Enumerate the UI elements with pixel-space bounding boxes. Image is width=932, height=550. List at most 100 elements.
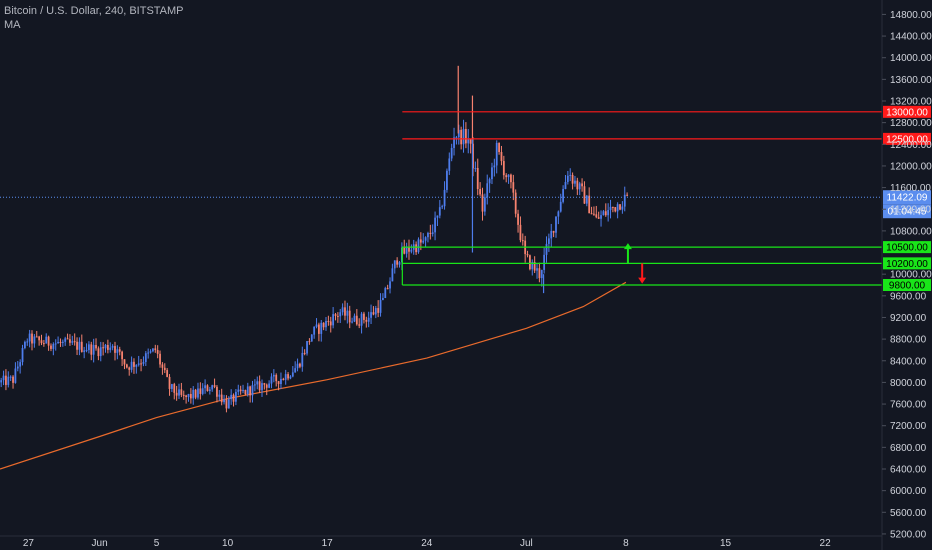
candle-body xyxy=(152,348,154,352)
support-level-value: 10500.00 xyxy=(886,243,928,254)
candle-body xyxy=(585,195,588,204)
candle-body xyxy=(26,341,29,343)
arrow-up-head xyxy=(623,243,632,250)
candle-body xyxy=(505,175,508,178)
candle-body xyxy=(526,254,529,256)
candle-body xyxy=(78,341,81,350)
candle-body xyxy=(436,215,439,218)
candle-body xyxy=(443,189,446,207)
candle-body xyxy=(519,224,522,241)
candle-body xyxy=(512,182,515,193)
candle-body xyxy=(97,348,100,357)
candle-body xyxy=(564,181,567,190)
candle-body xyxy=(256,381,259,385)
candle-body xyxy=(310,334,313,342)
candle-body xyxy=(277,381,280,385)
price-tick-label: 11200.00 xyxy=(890,205,931,216)
candle-body xyxy=(322,322,325,328)
candle-body xyxy=(106,344,109,350)
candle-body xyxy=(272,374,275,377)
candle-layer xyxy=(0,65,629,413)
candle-body xyxy=(415,244,418,253)
candle-body xyxy=(213,385,216,387)
candle-body xyxy=(597,217,600,219)
candle-body xyxy=(483,197,486,212)
candle-body xyxy=(149,351,152,353)
candle-body xyxy=(189,394,192,399)
candle-body xyxy=(130,361,133,370)
candle-body xyxy=(299,363,301,367)
candle-body xyxy=(261,383,263,391)
candle-body xyxy=(21,348,24,363)
candle-body xyxy=(533,261,536,271)
candle-body xyxy=(263,383,266,385)
candle-body xyxy=(562,189,565,202)
candle-body xyxy=(334,314,337,316)
countdown-tag xyxy=(883,204,931,219)
candle-body xyxy=(265,384,268,388)
candle-body xyxy=(251,385,254,396)
candle-body xyxy=(602,211,605,216)
time-tick-label: Jun xyxy=(92,538,108,549)
candle-body xyxy=(66,338,69,340)
candle-body xyxy=(180,389,183,395)
candle-body xyxy=(170,384,173,389)
candle-body xyxy=(95,344,97,349)
time-tick-label: 10 xyxy=(222,538,234,549)
price-tick-label: 12000.00 xyxy=(890,161,932,172)
candle-body xyxy=(510,174,512,183)
candle-body xyxy=(329,321,332,326)
candle-body xyxy=(595,214,598,218)
candle-body xyxy=(491,167,493,180)
candle-body xyxy=(419,239,422,243)
candle-body xyxy=(540,269,543,279)
candle-body xyxy=(99,347,102,357)
candle-body xyxy=(249,386,252,396)
candle-body xyxy=(223,399,225,403)
candle-body xyxy=(607,210,610,216)
candle-body xyxy=(192,389,195,399)
candle-body xyxy=(479,189,482,195)
candle-body xyxy=(379,299,382,313)
candle-body xyxy=(545,243,548,255)
candle-body xyxy=(144,353,147,362)
candle-body xyxy=(372,312,375,315)
candle-body xyxy=(111,346,114,348)
candle-body xyxy=(237,389,240,392)
candle-body xyxy=(327,320,330,322)
candle-body xyxy=(550,230,553,239)
candle-body xyxy=(35,336,38,338)
candle-body xyxy=(83,350,86,352)
candle-body xyxy=(147,352,150,354)
candle-body xyxy=(557,211,560,217)
candle-body xyxy=(59,341,62,343)
candle-body xyxy=(230,394,233,400)
candle-body xyxy=(469,139,472,144)
support-level-value: 9800.00 xyxy=(889,281,926,292)
candle-body xyxy=(588,195,591,214)
support-level-value: 10200.00 xyxy=(886,259,928,270)
candle-body xyxy=(507,174,510,178)
candle-body xyxy=(313,326,316,335)
candle-body xyxy=(104,344,107,349)
price-tick-label: 12800.00 xyxy=(890,118,932,129)
candle-body xyxy=(268,383,271,388)
candle-body xyxy=(474,168,477,170)
price-tick-label: 5600.00 xyxy=(890,508,927,519)
candle-body xyxy=(438,207,441,216)
candle-body xyxy=(488,179,491,184)
candle-body xyxy=(547,238,550,244)
candle-body xyxy=(355,315,358,325)
candle-body xyxy=(317,324,320,334)
candle-body xyxy=(517,213,519,225)
candle-body xyxy=(382,298,384,300)
candle-body xyxy=(168,376,171,389)
candle-body xyxy=(450,147,453,159)
candle-body xyxy=(626,194,629,196)
candle-body xyxy=(363,313,365,320)
candle-body xyxy=(424,237,427,241)
candle-body xyxy=(481,194,484,212)
candle-body xyxy=(431,232,434,234)
candle-body xyxy=(16,366,19,369)
